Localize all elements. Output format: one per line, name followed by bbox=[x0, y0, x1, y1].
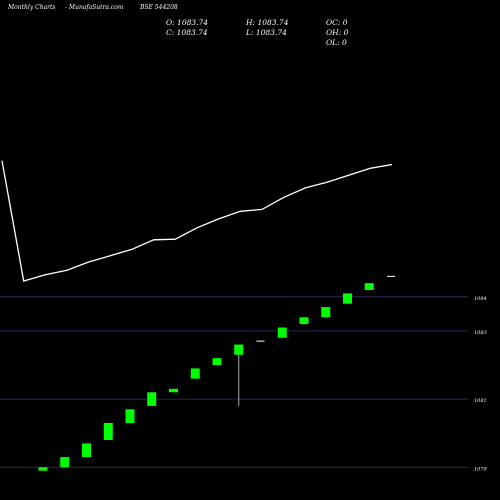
ohlc-oh: OH: 0 bbox=[326, 28, 349, 37]
candle bbox=[38, 467, 48, 471]
candle-body bbox=[147, 392, 157, 406]
grid-lines bbox=[0, 296, 468, 468]
ohlc-oc: OC: 0 bbox=[326, 18, 348, 27]
candle-body bbox=[234, 344, 244, 355]
candle-body bbox=[212, 358, 222, 365]
candle bbox=[60, 457, 70, 468]
candle-body bbox=[364, 283, 374, 290]
price-tick-label: 1083 bbox=[474, 330, 487, 336]
candle-body bbox=[190, 368, 200, 379]
candle bbox=[321, 307, 331, 318]
candle-body bbox=[60, 457, 70, 468]
candle bbox=[364, 283, 374, 290]
price-axis-ticks: 1079 1081 1083 1084 bbox=[474, 296, 488, 472]
candle bbox=[212, 358, 222, 365]
header-source: - MunafaSutra.com bbox=[65, 4, 124, 11]
candle bbox=[343, 293, 352, 304]
price-line-series bbox=[1, 160, 393, 282]
candle-body bbox=[103, 422, 113, 440]
candle bbox=[234, 344, 244, 406]
candle-body bbox=[82, 443, 91, 458]
candle bbox=[82, 443, 91, 458]
ohlc-close: C: 1083.74 bbox=[166, 28, 208, 37]
candle bbox=[277, 327, 287, 338]
ohlc-high: H: 1083.74 bbox=[245, 18, 289, 27]
candle bbox=[299, 317, 309, 325]
candle-body bbox=[38, 467, 48, 471]
candle-body bbox=[299, 317, 309, 325]
price-tick-label: 1079 bbox=[474, 466, 488, 472]
header-symbol: BSE 544208 bbox=[139, 4, 178, 11]
candle-body bbox=[343, 293, 352, 304]
candle bbox=[147, 392, 157, 406]
header-site: Monthly Charts bbox=[7, 4, 56, 11]
candle-body bbox=[169, 388, 178, 393]
candlestick-series bbox=[38, 275, 395, 471]
price-tick-label: 1084 bbox=[474, 296, 487, 302]
ohlc-open: O: 1083.74 bbox=[166, 18, 208, 27]
candle bbox=[103, 422, 113, 440]
candle-body bbox=[321, 307, 331, 318]
price-tick-label: 1081 bbox=[474, 398, 487, 404]
candle-body bbox=[277, 327, 287, 338]
price-line bbox=[1, 160, 393, 282]
ohlc-ol: OL: 0 bbox=[326, 38, 347, 47]
candle bbox=[190, 368, 200, 379]
candle bbox=[125, 409, 135, 423]
candle bbox=[169, 388, 178, 393]
ohlc-low: L: 1083.74 bbox=[245, 28, 287, 37]
candle-body bbox=[125, 409, 135, 423]
